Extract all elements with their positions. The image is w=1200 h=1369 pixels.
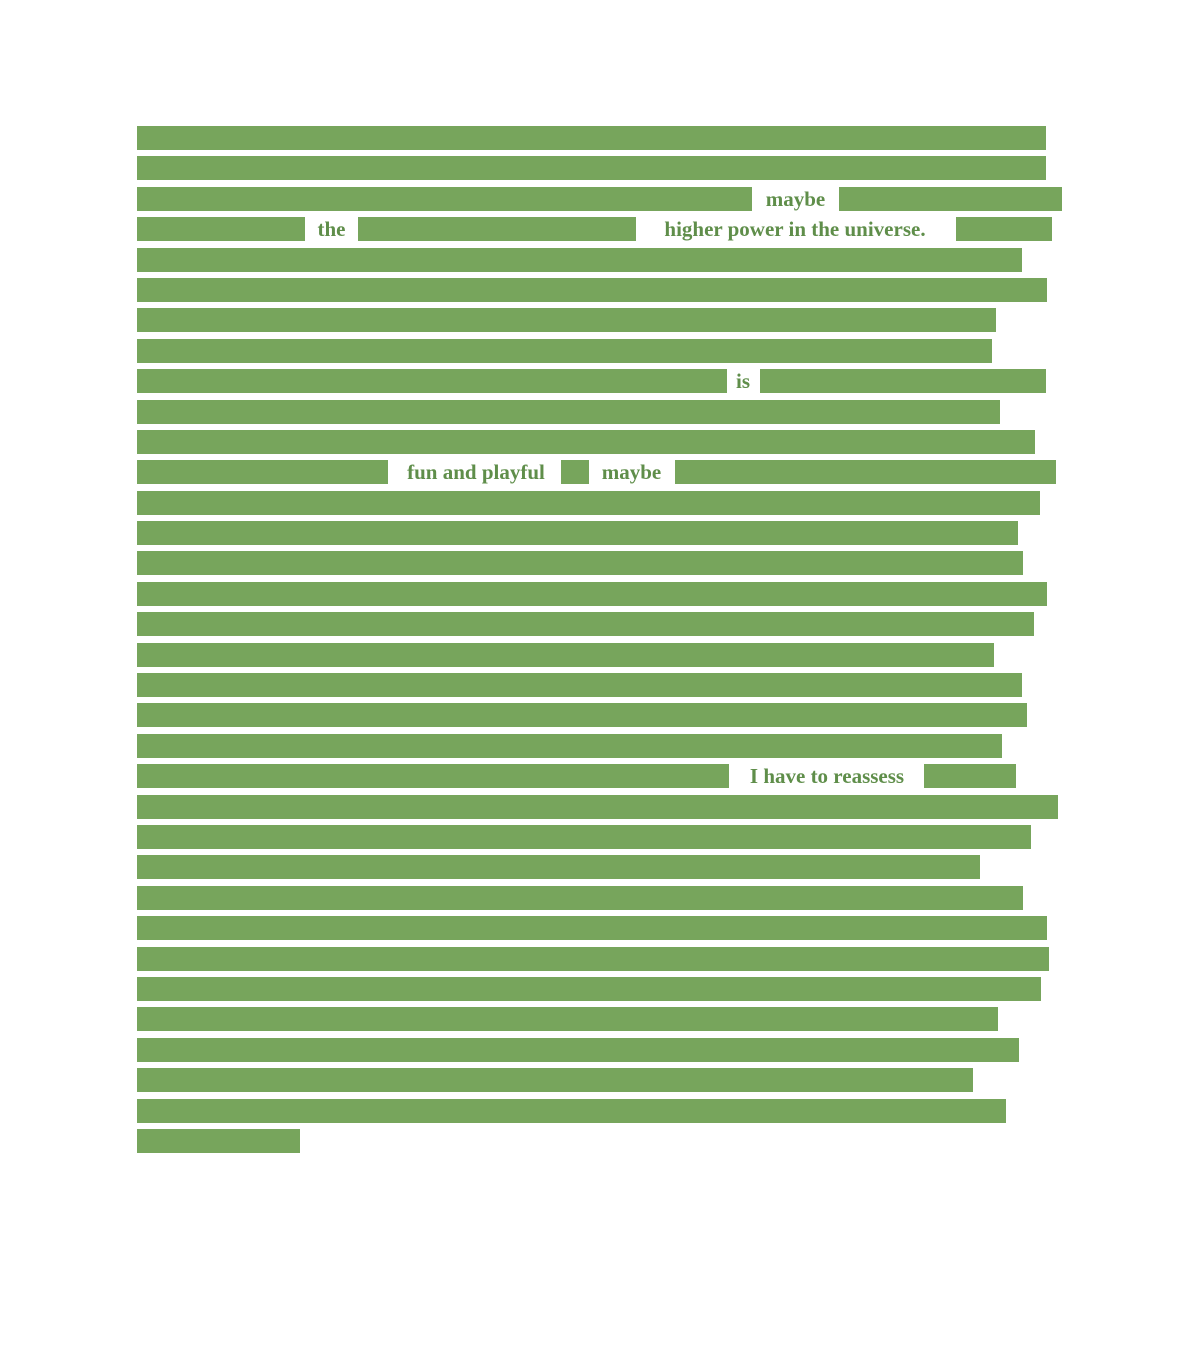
redaction-bar: [137, 156, 1046, 181]
redaction-bar: [137, 1037, 1019, 1062]
poem-line: [137, 429, 1067, 460]
poem-line: [137, 824, 1067, 855]
poem-line: I have to reassess: [137, 764, 1067, 794]
poem-line: [137, 277, 1067, 308]
segment-gap: [729, 764, 736, 788]
redaction-bar: [839, 186, 1062, 211]
redaction-bar: [137, 338, 992, 363]
poem-line: [137, 794, 1067, 825]
redaction-bar: [956, 217, 1052, 242]
poem-line: [137, 1068, 1067, 1098]
poem-line: [137, 399, 1067, 430]
poem-line: [137, 521, 1067, 551]
poem-line: maybe: [137, 186, 1067, 217]
poem-line: fun and playful maybe: [137, 460, 1067, 490]
redaction-bar: [137, 703, 1027, 728]
revealed-word: maybe: [601, 460, 662, 485]
redaction-bar: [137, 794, 1058, 819]
poem-line: [137, 885, 1067, 916]
redaction-bar: [924, 764, 1016, 789]
poem-line: [137, 126, 1067, 156]
poem-line: [137, 156, 1067, 186]
redaction-bar: [137, 916, 1047, 941]
redaction-bar: [675, 460, 1056, 485]
redaction-bar: [137, 186, 752, 211]
segment-gap: [388, 460, 395, 484]
redaction-bar: [137, 1128, 300, 1153]
segment-gap: [949, 217, 956, 241]
poem-line: [137, 490, 1067, 521]
redaction-bar: [760, 369, 1046, 394]
redaction-bar: [137, 551, 1023, 576]
redaction-bar: [137, 733, 1002, 758]
revealed-word: higher power in the universe.: [664, 217, 926, 242]
poem-line: [137, 581, 1067, 612]
redaction-bar: [137, 581, 1047, 606]
poem-line: [137, 1037, 1067, 1068]
poem-line: [137, 1128, 1067, 1159]
poem-line: [137, 1098, 1067, 1129]
redaction-bar: [137, 460, 388, 485]
poem-line: [137, 551, 1067, 581]
redaction-bar: [137, 764, 729, 789]
poem-line: [137, 673, 1067, 703]
redaction-bar: [137, 369, 727, 394]
redaction-bar: [137, 277, 1047, 302]
poem-line: [137, 247, 1067, 278]
segment-gap: [350, 217, 358, 241]
redaction-bar: [137, 308, 996, 333]
revealed-word: is: [735, 369, 750, 394]
redaction-bar: [137, 490, 1040, 515]
redaction-bar: [137, 217, 305, 242]
poem-line: [137, 338, 1067, 369]
revealed-word: the: [317, 217, 346, 242]
revealed-word: fun and playful: [407, 460, 545, 485]
redaction-bar: [358, 217, 636, 242]
poem-line: [137, 976, 1067, 1007]
redaction-bar: [137, 612, 1034, 637]
redaction-bar: [137, 642, 994, 667]
poem-line: [137, 1007, 1067, 1037]
erasure-poem-text-block: maybe the higher power in the universe. is f…: [137, 126, 1067, 1159]
redaction-bar: [137, 1098, 1006, 1123]
poem-line: the higher power in the universe.: [137, 217, 1067, 247]
redaction-bar: [137, 399, 1000, 424]
poem-line: is: [137, 369, 1067, 399]
redaction-bar: [137, 429, 1035, 454]
redaction-bar: [137, 247, 1022, 272]
redaction-bar: [137, 946, 1049, 971]
redaction-bar: [137, 673, 1022, 698]
revealed-word: I have to reassess: [749, 764, 905, 789]
poem-line: [137, 946, 1067, 977]
revealed-word: maybe: [765, 186, 826, 211]
poem-line: [137, 703, 1067, 733]
redaction-bar: [137, 976, 1041, 1001]
segment-gap: [753, 369, 760, 393]
poem-line: [137, 612, 1067, 642]
redaction-bar: [137, 824, 1031, 849]
redaction-bar: [137, 885, 1023, 910]
poem-line: [137, 855, 1067, 885]
poem-line: [137, 733, 1067, 764]
redaction-bar: [561, 460, 589, 485]
poem-line: [137, 308, 1067, 338]
redaction-bar: [137, 1068, 973, 1093]
redaction-bar: [137, 855, 980, 880]
redaction-bar: [137, 521, 1018, 546]
segment-gap: [305, 217, 313, 241]
poem-line: [137, 642, 1067, 673]
redaction-bar: [137, 1007, 998, 1032]
redaction-bar: [137, 126, 1046, 150]
poem-line: [137, 916, 1067, 946]
